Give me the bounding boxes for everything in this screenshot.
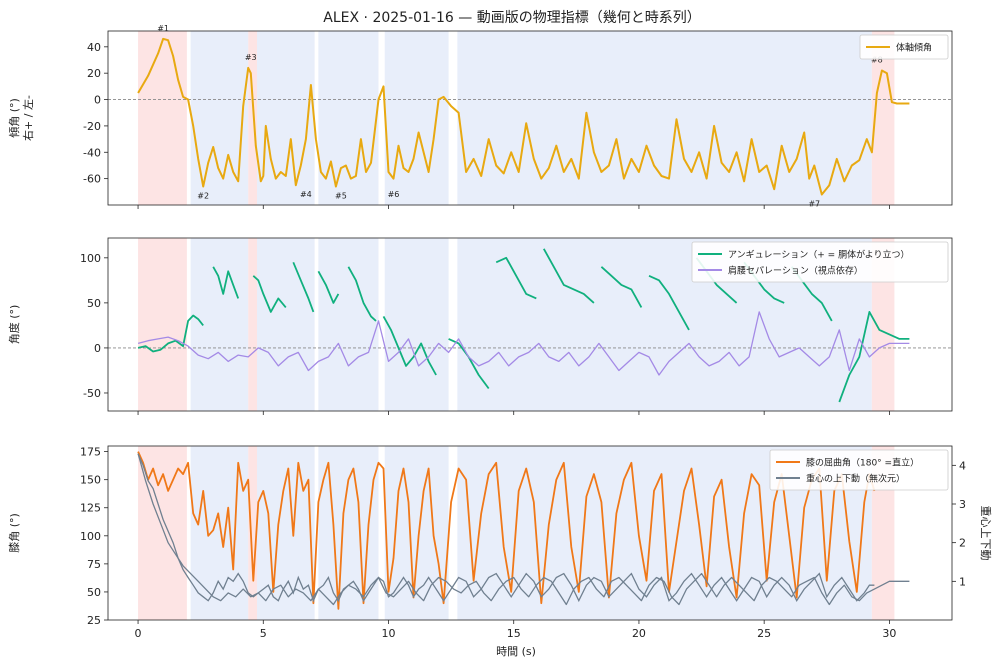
legend-box (691, 241, 949, 283)
legend-label: 重心の上下動（無次元） (806, 473, 905, 485)
figure-title: ALEX · 2025-01-16 — 動画版の物理指標（幾何と時系列） (323, 10, 700, 26)
panel-1: #1 #2 #3 #4 #5 #6 #7 #8 40 20 0 -20 -40 -60 傾角 (°) 右+ /… (7, 24, 953, 209)
peak-annotation: #7 (808, 199, 820, 208)
phase-band-red (248, 31, 258, 205)
phase-band-red (248, 238, 258, 411)
y2-tick-label: 4 (959, 459, 966, 472)
legend-box (769, 449, 949, 491)
phase-band-red (248, 446, 258, 620)
y-tick-label: -20 (83, 120, 101, 133)
x-axis-label: 時間 (s) (496, 645, 536, 658)
phase-band-blue (257, 238, 315, 411)
y-axis-label: 右+ / 左- (21, 95, 35, 141)
y-axis-label: 膝角 (°) (8, 513, 21, 553)
x-tick-label: 20 (632, 627, 646, 640)
peak-annotation: #5 (335, 192, 347, 201)
peak-annotation: #4 (300, 190, 312, 199)
y-tick-label: 100 (80, 530, 101, 543)
peak-annotation: #8 (871, 56, 883, 65)
series-line-3-2 (137, 453, 910, 606)
y-axis-label: 角度 (°) (7, 305, 21, 345)
legend-label: 膝の屈曲角（180° =直立） (806, 457, 919, 469)
phase-band-red (138, 31, 187, 205)
phase-band-blue (318, 446, 379, 620)
phase-band-blue (190, 446, 249, 620)
y-tick-label: 0 (94, 94, 101, 107)
peak-annotation: #2 (197, 192, 209, 201)
y-tick-label: 75 (87, 558, 101, 571)
y-tick-label: 175 (80, 446, 101, 459)
y-tick-label: 0 (94, 342, 101, 355)
y-tick-label: 50 (87, 297, 101, 310)
y-tick-label: -40 (83, 146, 101, 159)
phase-band-blue (190, 31, 249, 205)
phase-band-blue (257, 446, 315, 620)
phase-band-blue (457, 31, 872, 205)
phase-band-blue (257, 31, 315, 205)
legend-label: アンギュレーション（+ = 胴体がより立つ） (728, 249, 909, 261)
y2-tick-label: 1 (959, 575, 966, 588)
x-tick-label: 10 (381, 627, 395, 640)
plot-frame (107, 445, 953, 621)
y-tick-label: 100 (80, 252, 101, 265)
phase-band-blue (384, 31, 449, 205)
legend-label: 肩腰セパレーション（視点依存） (728, 265, 863, 277)
y-tick-label: 125 (80, 502, 101, 515)
series-line-2-2 (137, 311, 910, 376)
series-line-3-1 (137, 451, 876, 610)
y2-tick-label: 2 (959, 537, 966, 550)
x-tick-label: 0 (135, 627, 142, 640)
x-tick-label: 5 (260, 627, 267, 640)
x-tick-label: 15 (507, 627, 521, 640)
x-tick-label: 25 (757, 627, 771, 640)
phase-band-blue (384, 238, 449, 411)
phase-band-red (138, 238, 187, 411)
legend-label: 体軸傾角 (896, 42, 932, 54)
phase-band-blue (318, 238, 379, 411)
peak-annotation: #1 (157, 24, 169, 33)
x-tick-label: 30 (882, 627, 896, 640)
y-tick-label: 20 (87, 67, 101, 80)
legend-box (859, 34, 949, 60)
y-axis-label: 傾角 (°) (7, 98, 21, 138)
peak-annotation: #3 (245, 53, 257, 62)
series-line-1-1 (137, 37, 910, 196)
phase-band-red (871, 31, 895, 205)
y2-tick-label: 3 (959, 498, 966, 511)
y-tick-label: 50 (87, 586, 101, 599)
series-line-com-overlay (137, 453, 875, 603)
y-tick-label: 150 (80, 474, 101, 487)
plot-frame (107, 30, 953, 206)
phase-band-blue (190, 238, 249, 411)
y-tick-label: 25 (87, 614, 101, 627)
y-tick-label: 40 (87, 41, 101, 54)
y-tick-label: -60 (83, 173, 101, 186)
panel-2: 100 50 0 -50 角度 (°) アンギュレーション（+ = 胴体がより立つ） 肩腰セ… (7, 237, 953, 415)
y2-axis-label: 重心上下動 (979, 506, 993, 561)
phase-band-blue (318, 31, 379, 205)
plot-frame (107, 237, 953, 412)
y-tick-label: -50 (83, 387, 101, 400)
peak-annotation: #6 (388, 190, 400, 199)
